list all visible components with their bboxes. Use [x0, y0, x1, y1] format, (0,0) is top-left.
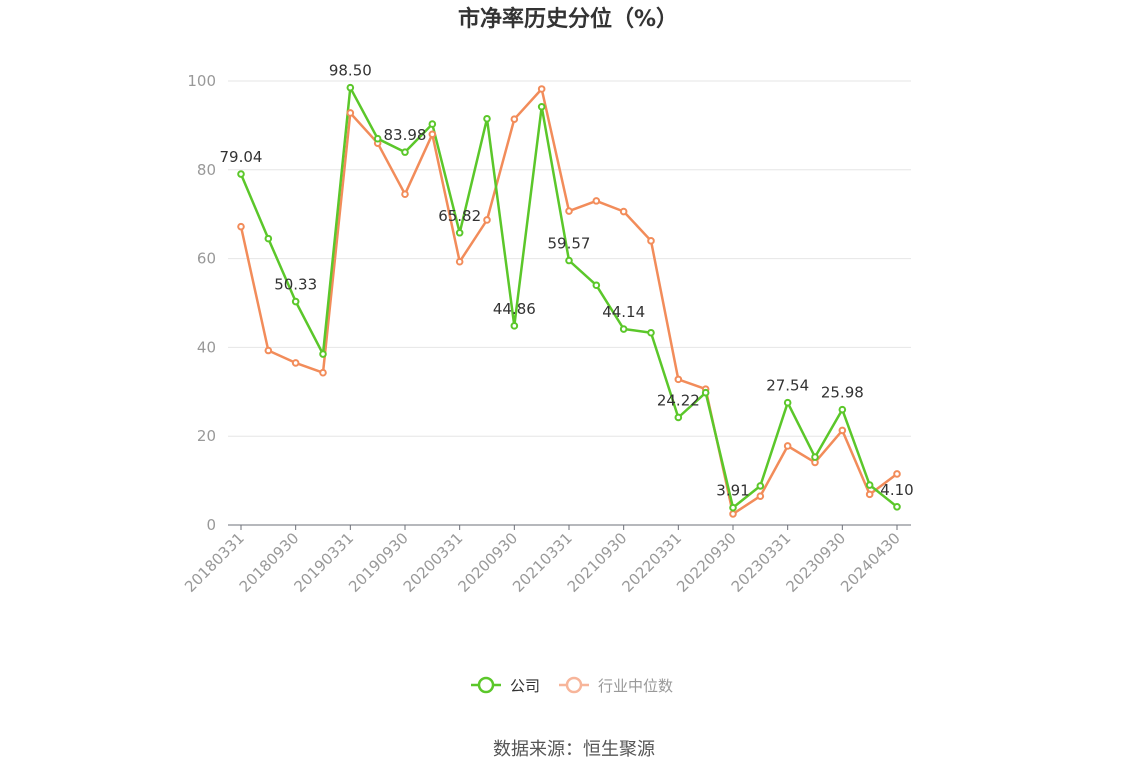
legend-marker — [477, 676, 495, 694]
data-point[interactable] — [346, 83, 355, 92]
data-point[interactable] — [264, 346, 273, 355]
data-label: 59.57 — [548, 235, 591, 253]
data-point[interactable] — [319, 368, 327, 377]
data-point[interactable] — [701, 388, 710, 397]
data-point[interactable] — [893, 470, 901, 478]
data-point[interactable] — [510, 115, 519, 123]
data-point[interactable] — [811, 453, 819, 461]
data-point[interactable] — [373, 134, 382, 143]
data-labels: 79.04 50.33 98.50 83.98 65.82 44.86 59.57 44.14… — [220, 62, 914, 500]
data-point[interactable] — [510, 322, 519, 330]
data-point[interactable] — [838, 426, 847, 435]
data-point[interactable] — [264, 234, 273, 243]
data-point[interactable] — [783, 398, 792, 407]
data-point[interactable] — [647, 237, 655, 245]
data-point[interactable] — [401, 148, 409, 156]
data-point[interactable] — [455, 257, 464, 266]
y-tick-label: 0 — [206, 516, 216, 534]
data-point[interactable] — [619, 207, 628, 216]
data-point[interactable] — [237, 222, 245, 231]
series-lines — [239, 86, 898, 516]
data-point[interactable] — [756, 492, 765, 500]
chart-title: 市净率历史分位（%） — [458, 6, 678, 32]
y-tick-label: 60 — [197, 250, 216, 268]
data-point[interactable] — [565, 256, 573, 265]
data-point[interactable] — [455, 228, 464, 237]
data-label: 44.14 — [602, 303, 645, 321]
y-tick-label: 20 — [197, 427, 216, 445]
legend-marker — [565, 676, 583, 694]
y-axis-ticks: 0 20 40 60 80 100 — [187, 72, 216, 534]
data-point[interactable] — [565, 207, 573, 215]
data-point[interactable] — [401, 190, 409, 199]
data-label: 50.33 — [274, 276, 317, 294]
data-label: 3.91 — [716, 482, 749, 500]
data-label: 83.98 — [384, 126, 427, 144]
data-label: 25.98 — [821, 384, 864, 402]
legend-label: 公司 — [510, 677, 540, 695]
data-point[interactable] — [865, 490, 874, 499]
data-label: 44.86 — [493, 300, 536, 318]
data-point[interactable] — [592, 281, 601, 290]
y-tick-label: 80 — [197, 161, 216, 179]
legend[interactable]: 公司 行业中位数 — [471, 676, 673, 695]
series-points — [237, 83, 901, 518]
x-axis: 2018033120180930201903312019093020200331… — [181, 524, 911, 596]
y-tick-label: 100 — [187, 72, 216, 90]
data-point[interactable] — [291, 297, 300, 306]
data-point[interactable] — [893, 502, 901, 511]
data-label: 79.04 — [220, 148, 263, 166]
data-label: 24.22 — [657, 391, 700, 409]
data-point[interactable] — [537, 102, 546, 111]
data-point[interactable] — [756, 482, 765, 490]
data-point[interactable] — [483, 216, 491, 224]
legend-item[interactable]: 公司 — [471, 676, 540, 695]
data-label: 27.54 — [766, 377, 809, 395]
y-tick-label: 40 — [197, 338, 216, 356]
data-point[interactable] — [237, 170, 245, 178]
data-point[interactable] — [592, 197, 601, 205]
data-label: 98.50 — [329, 62, 372, 80]
data-point[interactable] — [729, 503, 737, 512]
data-point[interactable] — [483, 114, 491, 123]
data-point[interactable] — [838, 405, 847, 414]
legend-item[interactable]: 行业中位数 — [559, 676, 673, 695]
data-point[interactable] — [865, 481, 874, 489]
data-point[interactable] — [619, 325, 628, 333]
series-line — [239, 87, 898, 516]
data-point[interactable] — [428, 130, 437, 139]
data-point[interactable] — [729, 510, 737, 518]
data-point[interactable] — [537, 85, 546, 93]
data-point[interactable] — [319, 350, 327, 358]
data-point[interactable] — [647, 328, 655, 337]
data-point[interactable] — [346, 109, 355, 117]
data-label: 4.10 — [880, 481, 913, 499]
source-text: 数据来源：恒生聚源 — [493, 739, 655, 760]
data-label: 65.82 — [438, 207, 481, 225]
series-line — [239, 86, 898, 509]
data-point[interactable] — [674, 413, 683, 422]
data-point[interactable] — [674, 375, 683, 384]
data-point[interactable] — [428, 120, 437, 128]
data-point[interactable] — [783, 442, 792, 450]
data-point[interactable] — [291, 359, 300, 367]
x-tick-label: 20240430 — [837, 529, 904, 596]
legend-label: 行业中位数 — [598, 677, 673, 695]
